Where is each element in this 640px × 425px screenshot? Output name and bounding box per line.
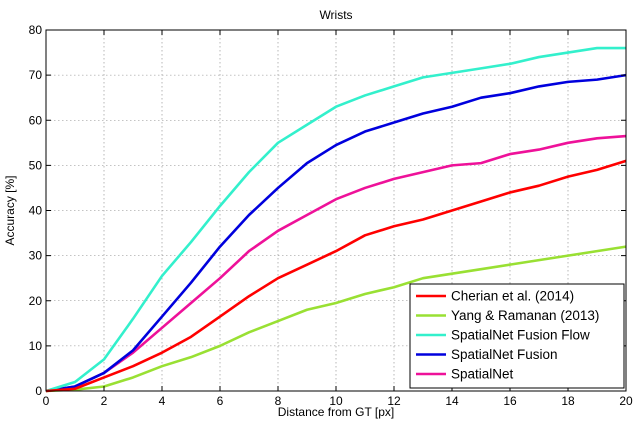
x-tick-label-7: 14 <box>445 394 459 408</box>
y-tick-label-5: 50 <box>29 158 43 172</box>
y-tick-label-6: 60 <box>29 113 43 127</box>
series-line-4 <box>45 134 627 393</box>
y-tick-label-7: 70 <box>29 68 43 82</box>
legend: Cherian et al. (2014) Yang & Ramanan (201… <box>409 283 625 389</box>
x-tick-label-6: 12 <box>387 394 401 408</box>
axis-ticks <box>45 29 627 392</box>
x-tick-label-2: 4 <box>159 394 166 408</box>
x-tick-label-10: 20 <box>619 394 633 408</box>
series-line-2 <box>45 46 626 393</box>
y-tick-label-3: 30 <box>29 249 43 263</box>
legend-label-3: SpatialNet Fusion <box>451 347 558 362</box>
y-tick-labels: 0 10 20 30 40 50 60 70 80 <box>29 23 43 398</box>
y-axis-title: Accuracy [%] <box>3 175 17 245</box>
x-tick-label-4: 8 <box>275 394 282 408</box>
legend-label-4: SpatialNet <box>451 367 514 382</box>
series-layer <box>45 46 627 393</box>
legend-label-0: Cherian et al. (2014) <box>451 289 574 304</box>
x-tick-label-1: 2 <box>101 394 108 408</box>
y-tick-label-8: 80 <box>29 23 43 37</box>
series-line-1 <box>45 245 627 393</box>
grid-lines <box>46 30 626 391</box>
x-axis-title: Distance from GT [px] <box>278 405 394 419</box>
x-tick-label-0: 0 <box>43 394 50 408</box>
series-line-0 <box>45 159 627 393</box>
legend-label-2: SpatialNet Fusion Flow <box>451 328 590 343</box>
series-line-3 <box>45 73 627 393</box>
chart-title: Wrists <box>319 8 352 22</box>
legend-label-1: Yang & Ramanan (2013) <box>451 308 599 323</box>
x-tick-label-5: 10 <box>329 394 343 408</box>
y-tick-label-4: 40 <box>29 204 43 218</box>
x-tick-label-9: 18 <box>561 394 575 408</box>
x-tick-label-3: 6 <box>217 394 224 408</box>
x-tick-labels: 0 2 4 6 8 10 12 14 16 18 20 <box>43 394 633 408</box>
y-tick-label-0: 0 <box>35 384 42 398</box>
y-tick-label-2: 20 <box>29 294 43 308</box>
y-tick-label-1: 10 <box>29 339 43 353</box>
x-tick-label-8: 16 <box>503 394 517 408</box>
